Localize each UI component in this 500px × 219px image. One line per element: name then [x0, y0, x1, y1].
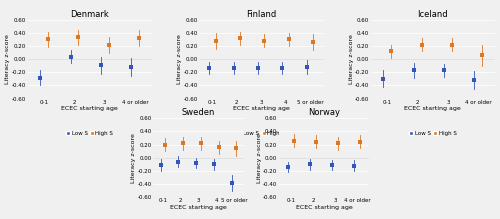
- X-axis label: ECEC starting age: ECEC starting age: [170, 205, 227, 210]
- Y-axis label: Literacy z-score: Literacy z-score: [256, 133, 262, 183]
- Title: Sweden: Sweden: [182, 108, 215, 117]
- Y-axis label: Literacy z-score: Literacy z-score: [177, 34, 182, 84]
- X-axis label: ECEC starting age: ECEC starting age: [62, 106, 118, 111]
- X-axis label: ECEC starting age: ECEC starting age: [233, 106, 289, 111]
- Y-axis label: Literacy z-score: Literacy z-score: [131, 133, 136, 183]
- Title: Denmark: Denmark: [70, 10, 109, 19]
- Title: Norway: Norway: [308, 108, 340, 117]
- Title: Finland: Finland: [246, 10, 276, 19]
- Y-axis label: Literacy z-score: Literacy z-score: [6, 34, 10, 84]
- Legend: Low S, High S: Low S, High S: [238, 131, 285, 136]
- Legend: Low S, High S: Low S, High S: [409, 131, 457, 136]
- Title: Iceland: Iceland: [418, 10, 448, 19]
- Legend: Low S, High S: Low S, High S: [66, 131, 114, 136]
- X-axis label: ECEC starting age: ECEC starting age: [404, 106, 461, 111]
- X-axis label: ECEC starting age: ECEC starting age: [296, 205, 352, 210]
- Y-axis label: Literacy z-score: Literacy z-score: [348, 34, 354, 84]
